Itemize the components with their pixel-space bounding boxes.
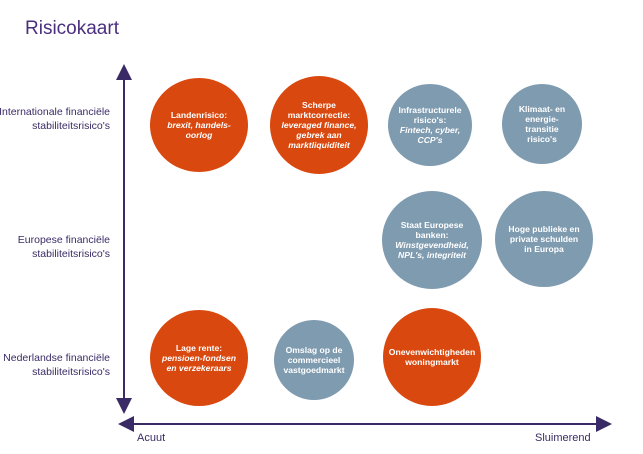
risk-title: Lage rente: [175,343,223,353]
x-axis-label-acute: Acuut [137,432,166,444]
risk-detail: pensioen-fondsen en verzekeraars [161,353,236,373]
risk-detail: leveraged finance, gebrek aan marktliqui… [281,120,357,150]
risk-title: Staat Europese banken: [400,220,464,240]
risk-bubble: Hoge publieke en private schulden in Eur… [495,191,593,287]
risk-bubble: Klimaat- en energie-transitie risico's [502,84,582,164]
row-label-international: Internationale financiële stabiliteitsri… [0,106,110,132]
risk-bubble: Lage rente: pensioen-fondsen en verzeker… [150,310,248,406]
risk-title: Hoge publieke en private schulden in Eur… [508,224,580,254]
risk-detail: Winstgevendheid, NPL's, integriteit [395,240,469,260]
risk-bubble: Staat Europese banken: Winstgevendheid, … [382,191,482,289]
risk-title: Klimaat- en energie-transitie risico's [518,104,566,144]
risk-title: Scherpe marktcorrectie: [287,100,351,120]
risk-bubble: Onevenwichtigheden woningmarkt [383,308,481,406]
risk-title: Omslag op de commercieel vastgoedmarkt [283,345,345,375]
page-title: Risicokaart [25,18,119,39]
risk-detail: brexit, handels-oorlog [167,120,231,140]
x-axis-label-dormant: Sluimerend [535,432,591,444]
risk-title: Onevenwichtigheden woningmarkt [388,347,476,367]
risk-bubble: Scherpe marktcorrectie: leveraged financ… [270,76,368,174]
risk-title: Landenrisico: [170,110,228,120]
risk-bubble: Infrastructurele risico's: Fintech, cybe… [388,84,472,166]
risk-title: Infrastructurele risico's: [398,105,462,125]
row-label-european: Europese financiële stabiliteitsrisico's [17,234,110,260]
risk-bubble: Omslag op de commercieel vastgoedmarkt [274,320,354,400]
row-label-dutch: Nederlandse financiële stabiliteitsrisic… [3,352,110,378]
risk-bubble: Landenrisico: brexit, handels-oorlog [150,78,248,172]
risk-detail: Fintech, cyber, CCP's [399,125,461,145]
